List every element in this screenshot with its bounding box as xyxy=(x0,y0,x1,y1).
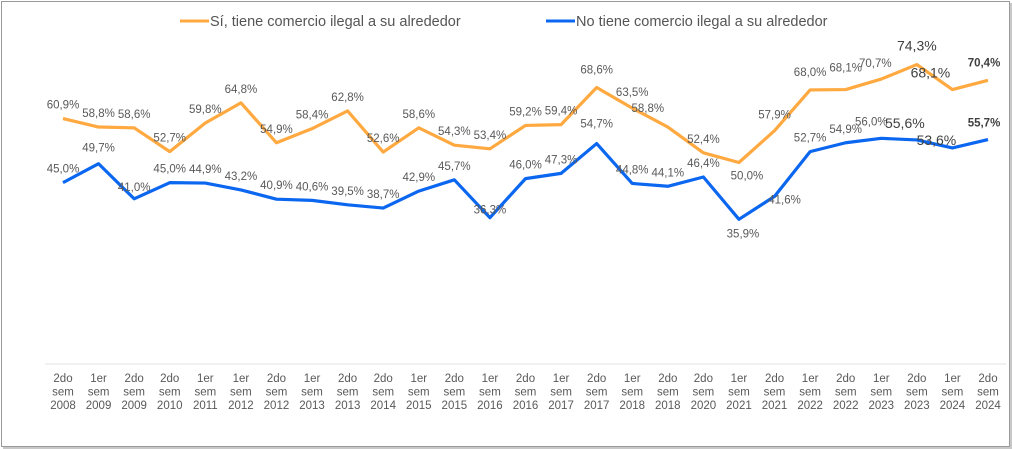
data-label-no: 56,0% xyxy=(855,116,888,128)
data-label-no: 55,6% xyxy=(885,115,925,131)
data-label-yes: 58,4% xyxy=(296,110,329,122)
x-tick-label: 2do sem 2018 xyxy=(655,373,681,412)
x-tick-label: 2do sem 2012 xyxy=(264,373,290,412)
data-label-no: 39,5% xyxy=(331,186,364,198)
data-label-yes: 62,8% xyxy=(331,92,364,104)
data-label-yes: 58,6% xyxy=(402,109,435,121)
data-label-no: 46,0% xyxy=(509,160,542,172)
x-tick-label: 1er sem 2017 xyxy=(548,373,574,412)
x-tick-label: 2do sem 2017 xyxy=(584,373,610,412)
data-label-no: 49,7% xyxy=(82,143,115,155)
x-tick-label: 1er sem 2022 xyxy=(797,373,823,412)
data-label-no: 55,7% xyxy=(968,118,1001,130)
x-tick-label: 2do sem 2022 xyxy=(833,373,859,412)
data-label-yes: 52,4% xyxy=(687,134,720,146)
data-label-no: 45,0% xyxy=(47,164,80,176)
data-label-yes: 52,6% xyxy=(367,133,400,145)
x-tick-label: 1er sem 2018 xyxy=(619,373,645,412)
x-tick-label: 2do sem 2014 xyxy=(370,373,396,412)
x-tick-label: 1er sem 2016 xyxy=(477,373,503,412)
data-label-yes: 64,8% xyxy=(225,84,258,96)
x-tick-label: 1er sem 2009 xyxy=(86,373,112,412)
data-label-yes: 59,2% xyxy=(509,106,542,118)
data-label-no: 46,4% xyxy=(687,158,720,170)
x-axis-ticks: 2do sem 2008 1er sem 2009 2do sem 2009 2do sem 2010… xyxy=(50,373,1001,412)
x-tick-label: 1er sem 2013 xyxy=(299,373,325,412)
x-tick-label: 1er sem 2012 xyxy=(228,373,254,412)
data-label-yes: 60,9% xyxy=(47,100,80,112)
x-tick-label: 2do sem 2021 xyxy=(762,373,788,412)
data-label-no: 40,9% xyxy=(260,180,293,192)
data-label-yes: 68,1% xyxy=(829,63,862,75)
data-label-yes: 59,4% xyxy=(545,106,578,118)
data-label-no: 36,3% xyxy=(474,205,507,217)
series-line-no xyxy=(62,136,989,221)
data-label-no: 35,9% xyxy=(727,228,760,240)
data-label-no: 40,6% xyxy=(296,181,329,193)
data-label-yes: 54,3% xyxy=(438,126,471,138)
data-label-yes: 68,1% xyxy=(911,65,951,81)
data-label-no: 41,0% xyxy=(118,182,151,194)
data-label-no: 44,9% xyxy=(189,164,222,176)
data-label-no: 43,2% xyxy=(225,171,258,183)
data-label-yes: 54,9% xyxy=(260,124,293,136)
data-label-yes: 63,5% xyxy=(616,87,649,99)
data-label-no: 52,7% xyxy=(794,133,827,145)
x-tick-label: 2do sem 2010 xyxy=(157,373,183,412)
data-label-yes: 58,8% xyxy=(632,103,665,115)
data-label-yes: 68,0% xyxy=(794,67,827,79)
legend: Sí, tiene comercio ilegal a su alrededor… xyxy=(180,14,828,30)
data-label-no: 47,3% xyxy=(545,154,578,166)
legend-label-yes: Sí, tiene comercio ilegal a su alrededor xyxy=(210,14,461,30)
x-tick-label: 2do sem 2009 xyxy=(121,373,147,412)
data-label-yes: 68,6% xyxy=(580,65,613,77)
data-label-no: 44,8% xyxy=(616,164,649,176)
data-label-no: 42,9% xyxy=(402,172,435,184)
x-tick-label: 2do sem 2008 xyxy=(50,373,76,412)
x-tick-label: 2do sem 2023 xyxy=(904,373,930,412)
x-tick-label: 2do sem 2024 xyxy=(975,373,1001,412)
data-label-yes: 58,6% xyxy=(118,109,151,121)
legend-label-no: No tiene comercio ilegal a su alrededor xyxy=(576,14,828,30)
data-label-no: 53,6% xyxy=(917,132,957,148)
data-label-no: 54,7% xyxy=(580,119,613,131)
data-label-yes: 50,0% xyxy=(731,171,764,183)
x-tick-label: 2do sem 2015 xyxy=(442,373,468,412)
data-label-yes: 70,7% xyxy=(859,58,892,70)
data-label-no: 44,1% xyxy=(652,167,685,179)
data-label-yes: 53,4% xyxy=(474,130,507,142)
data-label-no: 45,7% xyxy=(438,161,471,173)
data-label-no: 54,9% xyxy=(829,124,862,136)
x-tick-label: 2do sem 2013 xyxy=(335,373,361,412)
data-label-no: 45,0% xyxy=(153,164,186,176)
data-label-yes: 70,4% xyxy=(968,57,1001,69)
x-tick-label: 1er sem 2011 xyxy=(193,373,218,412)
x-tick-label: 2do sem 2016 xyxy=(513,373,539,412)
data-label-no: 41,6% xyxy=(768,194,801,206)
x-tick-label: 1er sem 2023 xyxy=(868,373,894,412)
data-label-no: 38,7% xyxy=(367,189,400,201)
data-label-yes: 57,9% xyxy=(758,110,791,122)
x-tick-label: 1er sem 2021 xyxy=(726,373,752,412)
x-tick-label: 2do sem 2020 xyxy=(691,373,717,412)
x-tick-label: 1er sem 2015 xyxy=(406,373,432,412)
x-tick-label: 1er sem 2024 xyxy=(940,373,966,412)
data-label-yes: 52,7% xyxy=(153,133,186,145)
data-label-yes: 59,8% xyxy=(189,104,222,116)
data-label-yes: 58,8% xyxy=(82,108,115,120)
data-label-yes: 74,3% xyxy=(897,38,937,54)
series-lines xyxy=(62,62,989,221)
data-labels: 60,9%58,8% 58,6%52,7%59,8%64,8%54,9%58,4%… xyxy=(47,38,1001,241)
